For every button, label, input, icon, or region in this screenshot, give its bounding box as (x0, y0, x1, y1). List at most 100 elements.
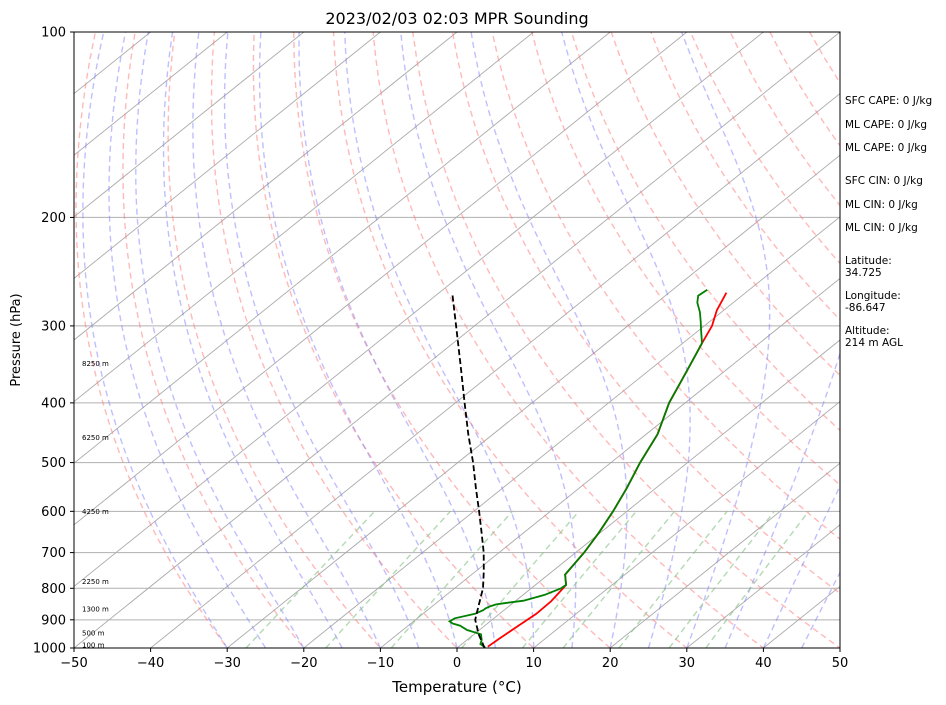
height-label: 500 m (82, 629, 105, 637)
info-latitude-label: Latitude: (845, 255, 892, 267)
moist-adiabat-line (561, 32, 691, 648)
moist-adiabat-line (400, 32, 577, 648)
height-label: 1300 m (82, 606, 109, 614)
isotherm-line (74, 32, 764, 587)
moist-adiabat-line (82, 32, 228, 648)
x-axis-label: Temperature (°C) (391, 678, 521, 696)
dry-adiabat-line (491, 32, 840, 541)
y-tick-label: 700 (41, 546, 66, 561)
moist-adiabat-line (680, 32, 771, 648)
x-tick-label: 20 (602, 656, 619, 671)
height-label: 6250 m (82, 434, 109, 442)
mixing-ratio-line (461, 510, 580, 648)
y-tick-label: 500 (41, 456, 66, 471)
mixing-ratio-line (390, 510, 513, 648)
mixing-ratio-line (705, 510, 810, 648)
moist-adiabat-line (223, 32, 420, 648)
y-axis-label: Pressure (hPa) (9, 293, 24, 386)
isotherm-line (74, 32, 381, 279)
y-tick-label: 200 (41, 211, 66, 226)
dry-adiabat-line (650, 32, 840, 321)
grid-layer (74, 32, 946, 661)
x-tick-label: −40 (137, 656, 164, 671)
info-ml-cin-2: ML CIN: 0 J/kg (845, 222, 918, 234)
moist-adiabat-line (258, 32, 458, 648)
moist-adiabat-line (108, 32, 267, 648)
isotherm-line (150, 93, 840, 648)
parcel-line (451, 292, 486, 648)
moist-adiabat-line (192, 32, 382, 648)
moist-adiabat-line (470, 32, 628, 648)
dry-adiabat-line (167, 32, 382, 648)
x-tick-label: −50 (60, 656, 87, 671)
info-sfc-cin: SFC CIN: 0 J/kg (845, 175, 923, 187)
info-ml-cape-2: ML CAPE: 0 J/kg (845, 142, 927, 154)
height-label: 4250 m (82, 508, 109, 516)
isotherm-line (74, 32, 534, 403)
mixing-ratio-line (668, 510, 775, 648)
height-label: 8250 m (82, 360, 109, 368)
x-tick-label: −20 (290, 656, 317, 671)
isotherm-line (686, 524, 840, 648)
height-label: 100 m (82, 641, 105, 649)
mixing-ratio-line (562, 510, 676, 648)
dewpoint-line (447, 288, 708, 648)
y-tick-label: 1000 (33, 642, 66, 657)
dry-adiabat-line (451, 32, 840, 595)
temperature-line (487, 292, 728, 648)
info-longitude-label: Longitude: (845, 290, 901, 302)
x-tick-label: 50 (832, 656, 849, 671)
y-tick-label: 900 (41, 613, 66, 628)
x-tick-label: 0 (453, 656, 461, 671)
isotherm-line (380, 277, 840, 648)
info-altitude-label: Altitude: (845, 325, 890, 337)
dry-adiabat-line (412, 32, 840, 648)
isotherm-line (74, 32, 305, 218)
dry-adiabat-line (332, 32, 688, 648)
isotherm-line (74, 32, 228, 156)
mixing-ratio-line (618, 510, 728, 648)
mixing-ratio-line (325, 510, 451, 648)
mixing-ratio-line (245, 510, 376, 648)
dry-adiabat-line (531, 32, 840, 486)
y-tick-label: 300 (41, 319, 66, 334)
moist-adiabat-line (135, 32, 305, 648)
y-tick-label: 100 (41, 26, 66, 41)
moist-adiabat-line (162, 32, 343, 648)
info-altitude-value: 214 m AGL (845, 337, 903, 349)
isotherm-line (74, 32, 688, 526)
chart-title: 2023/02/03 02:03 MPR Sounding (325, 9, 588, 28)
isotherm-line (303, 216, 840, 648)
y-tick-label: 800 (41, 582, 66, 597)
height-labels: 100 m 500 m 1300 m 2250 m 4250 m 6250 m 8250 m (82, 360, 109, 649)
dry-adiabat-line (122, 32, 305, 648)
x-tick-label: −10 (367, 656, 394, 671)
info-ml-cape-1: ML CAPE: 0 J/kg (845, 119, 927, 131)
dry-adiabat-line (252, 32, 535, 648)
moist-adiabat-line (344, 32, 535, 648)
isotherm-line (74, 32, 611, 464)
dry-adiabat-line (610, 32, 840, 377)
y-axis: 1000 900 800 700 600 500 400 300 200 100 (33, 26, 74, 657)
dry-adiabat-line (210, 32, 458, 648)
isotherm-line (456, 339, 840, 648)
info-ml-cin-1: ML CIN: 0 J/kg (845, 199, 918, 211)
y-tick-label: 400 (41, 396, 66, 411)
height-label: 2250 m (82, 578, 109, 586)
isotherm-line (74, 32, 840, 648)
series-layer (447, 288, 728, 648)
mixing-ratio-line (521, 510, 637, 648)
isotherm-line (533, 401, 840, 648)
dry-adiabat-line (75, 32, 229, 648)
x-tick-label: −30 (213, 656, 240, 671)
x-tick-label: 30 (679, 656, 696, 671)
info-sfc-cape: SFC CAPE: 0 J/kg (845, 95, 932, 107)
dry-adiabat-line (929, 32, 946, 661)
dry-adiabat-line (570, 32, 840, 432)
isotherm-line (226, 154, 840, 648)
isotherm-line (74, 32, 458, 341)
moist-adiabat-line (298, 32, 496, 648)
x-tick-label: 10 (525, 656, 542, 671)
y-tick-label: 600 (41, 505, 66, 520)
